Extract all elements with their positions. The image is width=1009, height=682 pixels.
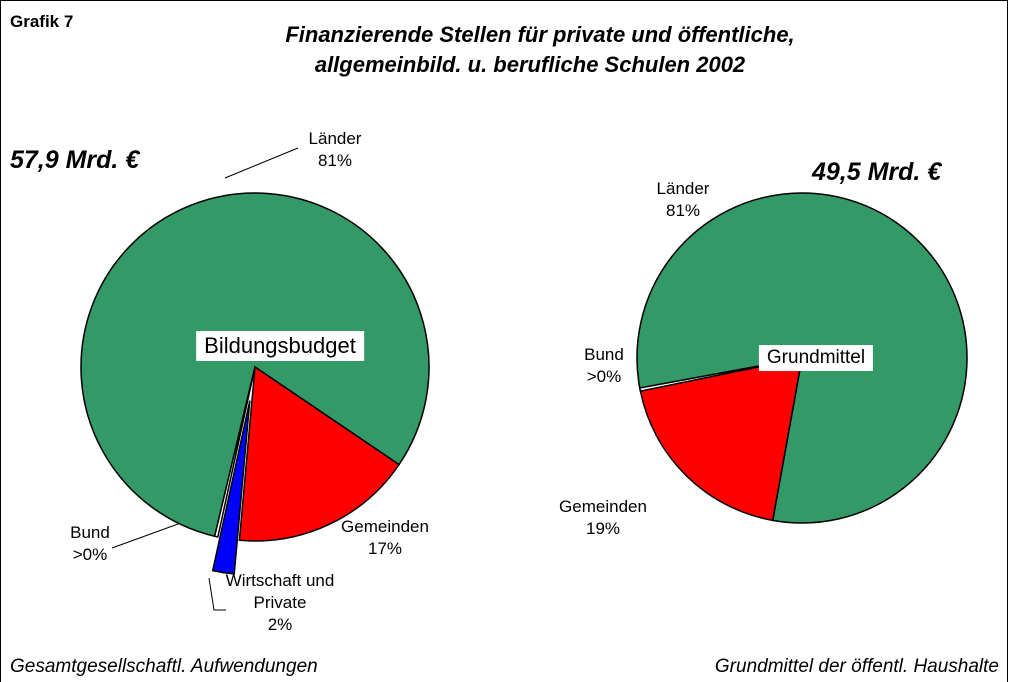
slice-value: 2%	[267, 615, 293, 634]
slice-name: Gemeinden	[559, 497, 647, 516]
slice-name: Gemeinden	[341, 517, 429, 536]
slice-name: Länder	[308, 129, 362, 148]
slice-name: Wirtschaft und Private	[225, 571, 335, 612]
slice-value: 81%	[665, 201, 701, 220]
slice-value: 17%	[367, 539, 403, 558]
slice-label: Wirtschaft und Private 2%	[220, 570, 340, 636]
pie-slice	[639, 357, 803, 522]
slice-name: Bund	[70, 523, 110, 542]
pie-slice	[636, 192, 968, 524]
slice-label: Bund >0%	[40, 522, 140, 566]
slice-name: Bund	[584, 345, 624, 364]
center-label: Bildungsbudget	[196, 331, 364, 361]
total-label: 49,5 Mrd. €	[812, 158, 942, 186]
pie-slice	[80, 192, 430, 538]
slice-label: Gemeinden 19%	[553, 496, 653, 540]
title-line: Finanzierende Stellen für private und öf…	[285, 22, 795, 47]
slice-label: Bund >0%	[554, 344, 654, 388]
slice-name: Länder	[656, 179, 710, 198]
slice-label: Gemeinden 17%	[335, 516, 435, 560]
slice-label: Länder 81%	[285, 128, 385, 172]
pie-slice	[211, 400, 251, 575]
pie-slice	[238, 365, 401, 542]
title-line: allgemeinbild. u. berufliche Schulen 200…	[314, 52, 746, 77]
center-label: Grundmittel	[758, 345, 874, 371]
leader-line	[208, 577, 226, 611]
slice-value: 81%	[317, 151, 353, 170]
leader-line	[224, 147, 299, 179]
pie-slice	[213, 366, 256, 538]
caption: Grundmittel der öffentl. Haushalte	[714, 656, 999, 677]
grafik-label: Grafik 7	[10, 12, 74, 31]
slice-value: >0%	[586, 367, 622, 386]
caption: Gesamtgesellschaftl. Aufwendungen	[10, 656, 318, 677]
slice-value: >0%	[72, 545, 108, 564]
slice-label: Länder 81%	[633, 178, 733, 222]
slice-value: 19%	[585, 519, 621, 538]
total-label: 57,9 Mrd. €	[10, 146, 140, 174]
